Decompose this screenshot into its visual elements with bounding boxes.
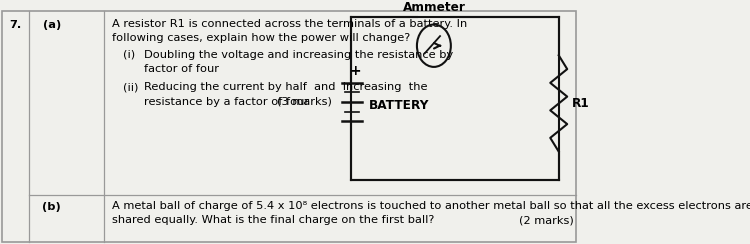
Text: factor of four: factor of four [144, 64, 219, 74]
Text: (i): (i) [123, 50, 136, 60]
Text: Reducing the current by half  and  increasing  the: Reducing the current by half and increas… [144, 82, 427, 92]
Text: following cases, explain how the power will change?: following cases, explain how the power w… [112, 33, 410, 43]
Text: 7.: 7. [9, 20, 22, 30]
Text: (b): (b) [42, 202, 61, 212]
Text: Doubling the voltage and increasing the resistance by: Doubling the voltage and increasing the … [144, 50, 453, 60]
Text: (3 marks): (3 marks) [278, 97, 332, 107]
Text: (a): (a) [43, 20, 61, 30]
Text: (ii): (ii) [123, 82, 139, 92]
Text: (2 marks): (2 marks) [519, 215, 574, 225]
Text: +: + [350, 64, 361, 78]
Text: Ammeter: Ammeter [403, 1, 465, 14]
Bar [351, 17, 559, 181]
Text: BATTERY: BATTERY [369, 99, 430, 112]
Text: R1: R1 [572, 97, 590, 110]
Text: resistance by a factor of four: resistance by a factor of four [144, 97, 309, 107]
Text: A resistor R1 is connected across the terminals of a battery. In: A resistor R1 is connected across the te… [112, 19, 467, 29]
Text: shared equally. What is the final charge on the first ball?: shared equally. What is the final charge… [112, 215, 434, 225]
Text: A metal ball of charge of 5.4 x 10⁸ electrons is touched to another metal ball s: A metal ball of charge of 5.4 x 10⁸ elec… [112, 201, 750, 211]
